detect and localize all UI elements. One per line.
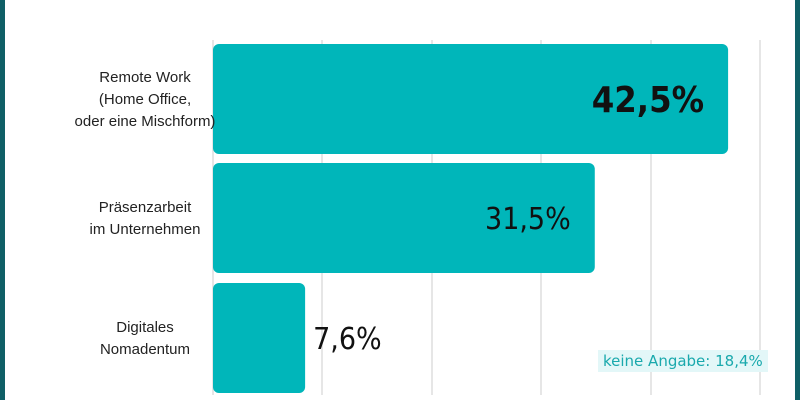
no-answer-note: keine Angabe: 18,4% bbox=[598, 350, 768, 372]
data-label: 31,5% bbox=[485, 202, 571, 237]
right-frame bbox=[795, 0, 800, 400]
data-label: 42,5% bbox=[592, 80, 704, 121]
bar bbox=[213, 163, 595, 273]
category-label: Remote Work bbox=[99, 69, 191, 86]
left-frame bbox=[0, 0, 5, 400]
category-label: im Unternehmen bbox=[90, 221, 201, 238]
category-label: (Home Office, bbox=[99, 91, 191, 108]
category-label: Digitales bbox=[116, 319, 174, 336]
category-label: oder eine Mischform) bbox=[75, 113, 216, 130]
bar bbox=[213, 44, 729, 154]
category-label: Nomadentum bbox=[100, 341, 190, 358]
bar bbox=[213, 283, 306, 393]
category-label: Präsenzarbeit bbox=[99, 199, 192, 216]
data-label: 7,6% bbox=[313, 322, 382, 357]
